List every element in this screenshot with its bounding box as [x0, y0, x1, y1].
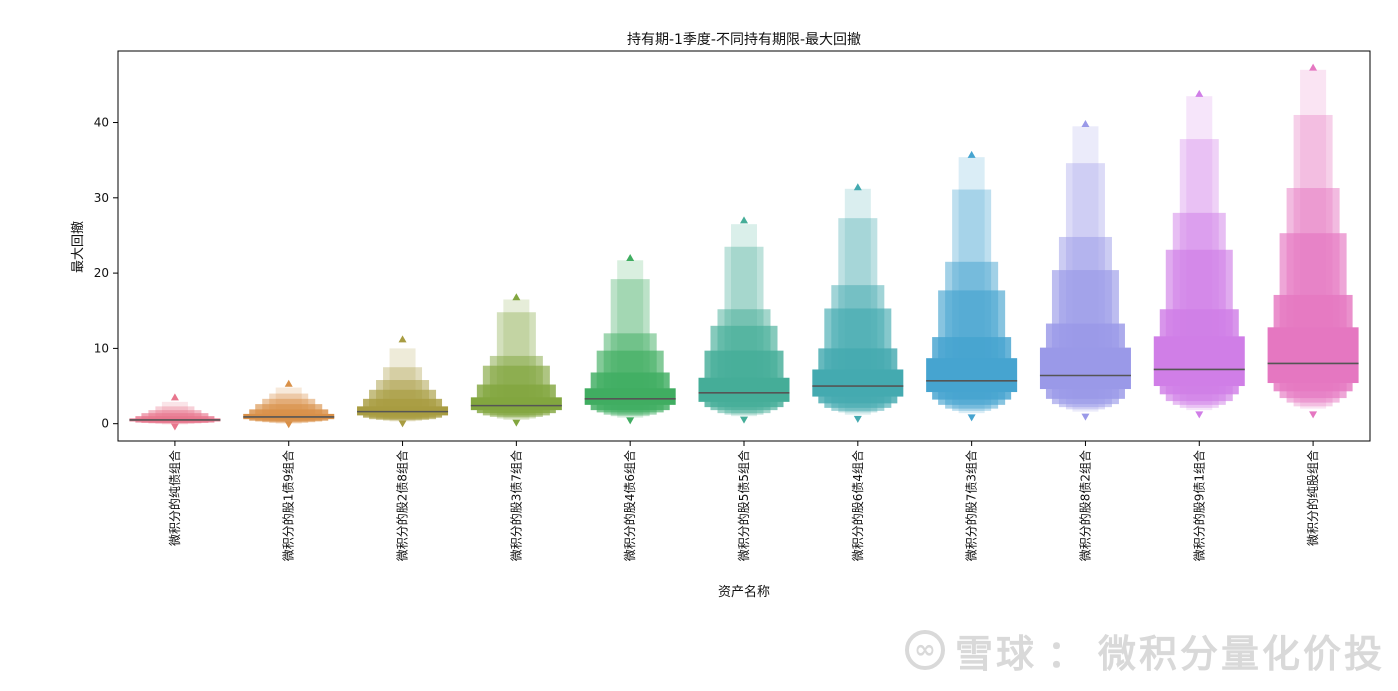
x-tick-label: 微积分的股6债4组合 — [850, 450, 865, 561]
boxen-group — [1039, 120, 1131, 421]
x-tick-label: 微积分的股8债2组合 — [1077, 450, 1092, 561]
x-tick-label: 微积分的股7债3组合 — [964, 450, 979, 561]
outlier-marker — [1309, 411, 1318, 419]
outlier-marker — [1081, 413, 1090, 421]
boxen-box — [926, 358, 1018, 393]
watermark-brand: 雪球 — [955, 631, 1038, 676]
boxen-box — [470, 397, 562, 411]
x-tick-label: 微积分的股1债9组合 — [281, 450, 296, 561]
outlier-marker — [740, 416, 748, 424]
outlier-marker — [626, 254, 635, 262]
plot-area: 微积分的纯债组合 微积分的股1债9组合 微积分的股2债8组合 微积分的股3债7组合 微积… — [94, 50, 1371, 561]
y-tick-label: 30 — [94, 191, 109, 205]
snowball-logo-icon: ∞ — [905, 630, 945, 670]
outlier-marker — [1195, 411, 1204, 419]
chart-title: 持有期-1季度-不同持有期限-最大回撤 — [627, 32, 861, 48]
boxen-box — [1153, 336, 1245, 387]
y-axis-label: 最大回撤 — [70, 221, 86, 273]
x-axis-label: 资产名称 — [718, 584, 770, 600]
watermark-author: 微积分量化价投 — [1098, 631, 1386, 676]
x-tick-label: 微积分的股2债8组合 — [395, 450, 410, 561]
outlier-marker — [284, 379, 293, 387]
boxen-box — [698, 377, 790, 402]
boxen-group — [812, 183, 904, 423]
outlier-marker — [853, 415, 862, 423]
x-tick-label: 微积分的纯债组合 — [167, 450, 182, 546]
y-tick-label: 40 — [94, 116, 109, 130]
outlier-marker — [398, 420, 407, 428]
outlier-marker — [1195, 89, 1204, 97]
outlier-marker — [740, 216, 748, 224]
boxen-group — [1153, 89, 1245, 419]
plot-frame — [117, 50, 1371, 442]
outlier-marker — [626, 417, 635, 425]
outlier-marker — [170, 423, 179, 431]
outlier-marker — [967, 414, 976, 422]
boxen-group — [243, 379, 335, 429]
outlier-marker — [967, 150, 976, 158]
outlier-marker — [284, 421, 293, 429]
boxen-box — [1039, 347, 1131, 390]
boxen-group — [357, 335, 449, 428]
watermark-separator: ： — [1047, 631, 1089, 676]
boxen-group — [129, 393, 221, 431]
x-tick-label: 微积分的股4债6组合 — [622, 450, 637, 561]
boxen-box — [1267, 327, 1359, 384]
x-tick-label: 微积分的纯股组合 — [1305, 450, 1320, 546]
boxen-group — [1267, 63, 1359, 419]
outlier-marker — [512, 419, 521, 427]
y-tick-label: 0 — [101, 417, 109, 431]
boxen-box — [812, 369, 904, 397]
x-tick-label: 微积分的股5债5组合 — [736, 450, 751, 561]
watermark: ∞ 雪球 ： 微积分量化价投 — [905, 622, 1385, 678]
outlier-marker — [170, 393, 179, 401]
boxen-box — [584, 388, 676, 405]
outlier-marker — [853, 183, 862, 191]
boxen-group — [926, 150, 1018, 422]
boxen-group — [470, 293, 562, 427]
x-tick-label: 微积分的股3债7组合 — [508, 450, 523, 561]
outlier-marker — [512, 293, 521, 301]
y-tick-label: 10 — [94, 341, 109, 355]
boxen-group — [698, 216, 790, 424]
outlier-marker — [398, 335, 407, 343]
x-tick-label: 微积分的股9债1组合 — [1191, 450, 1206, 561]
outlier-marker — [1309, 63, 1318, 71]
y-tick-label: 20 — [94, 266, 109, 280]
outlier-marker — [1081, 120, 1090, 128]
boxen-group — [584, 254, 676, 425]
